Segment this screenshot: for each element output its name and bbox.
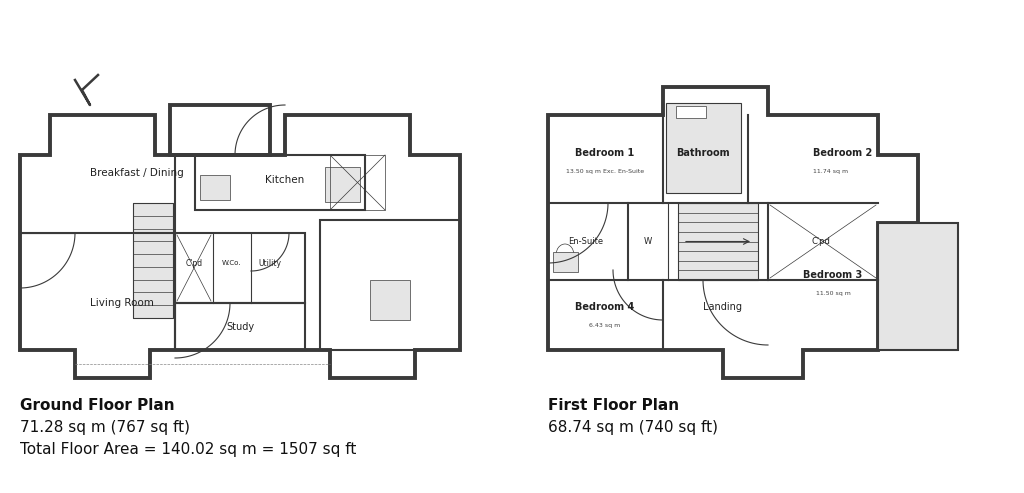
Text: First Floor Plan: First Floor Plan — [548, 398, 679, 413]
Bar — [325, 167, 360, 202]
Bar — [666, 103, 741, 193]
Text: En-Suite: En-Suite — [568, 237, 603, 246]
Text: 6.43 sq m: 6.43 sq m — [590, 322, 621, 327]
Text: Bathroom: Bathroom — [676, 148, 730, 158]
Text: Bedroom 4: Bedroom 4 — [575, 302, 635, 312]
Bar — [319, 220, 460, 350]
Text: Bedroom 3: Bedroom 3 — [804, 270, 862, 280]
Text: Breakfast / Dining: Breakfast / Dining — [90, 168, 183, 178]
Text: Total Floor Area = 140.02 sq m = 1507 sq ft: Total Floor Area = 140.02 sq m = 1507 sq… — [20, 442, 356, 457]
Text: Kitchen: Kitchen — [265, 175, 304, 185]
Text: Ground Floor Plan: Ground Floor Plan — [20, 398, 175, 413]
Text: 13.50 sq m Exc. En-Suite: 13.50 sq m Exc. En-Suite — [566, 169, 644, 174]
Bar — [878, 223, 958, 350]
Bar — [676, 106, 706, 118]
Bar — [175, 303, 305, 350]
Bar — [553, 252, 578, 272]
Bar — [195, 155, 365, 210]
Bar — [175, 233, 305, 303]
Text: C'pd: C'pd — [812, 237, 830, 246]
Bar — [330, 155, 385, 210]
Text: Utility: Utility — [258, 258, 282, 268]
Ellipse shape — [681, 104, 701, 118]
Text: Living Room: Living Room — [90, 298, 154, 308]
Text: 11.50 sq m: 11.50 sq m — [815, 290, 851, 295]
Bar — [370, 280, 410, 320]
Text: W: W — [644, 237, 652, 246]
Ellipse shape — [681, 113, 725, 183]
Circle shape — [378, 288, 402, 312]
Text: 71.28 sq m (767 sq ft): 71.28 sq m (767 sq ft) — [20, 420, 190, 435]
Text: Bedroom 1: Bedroom 1 — [575, 148, 635, 158]
Bar — [200, 175, 230, 200]
Ellipse shape — [556, 244, 574, 266]
Text: 11.74 sq m: 11.74 sq m — [813, 169, 848, 174]
Text: Landing: Landing — [703, 302, 742, 312]
Text: Study: Study — [226, 321, 254, 331]
Text: W.Co.: W.Co. — [222, 260, 242, 266]
Bar — [678, 203, 758, 280]
Bar — [170, 105, 270, 155]
Text: C'pd: C'pd — [185, 258, 203, 268]
Text: Bedroom 2: Bedroom 2 — [813, 148, 872, 158]
Bar — [133, 203, 173, 318]
Text: 68.74 sq m (740 sq ft): 68.74 sq m (740 sq ft) — [548, 420, 718, 435]
